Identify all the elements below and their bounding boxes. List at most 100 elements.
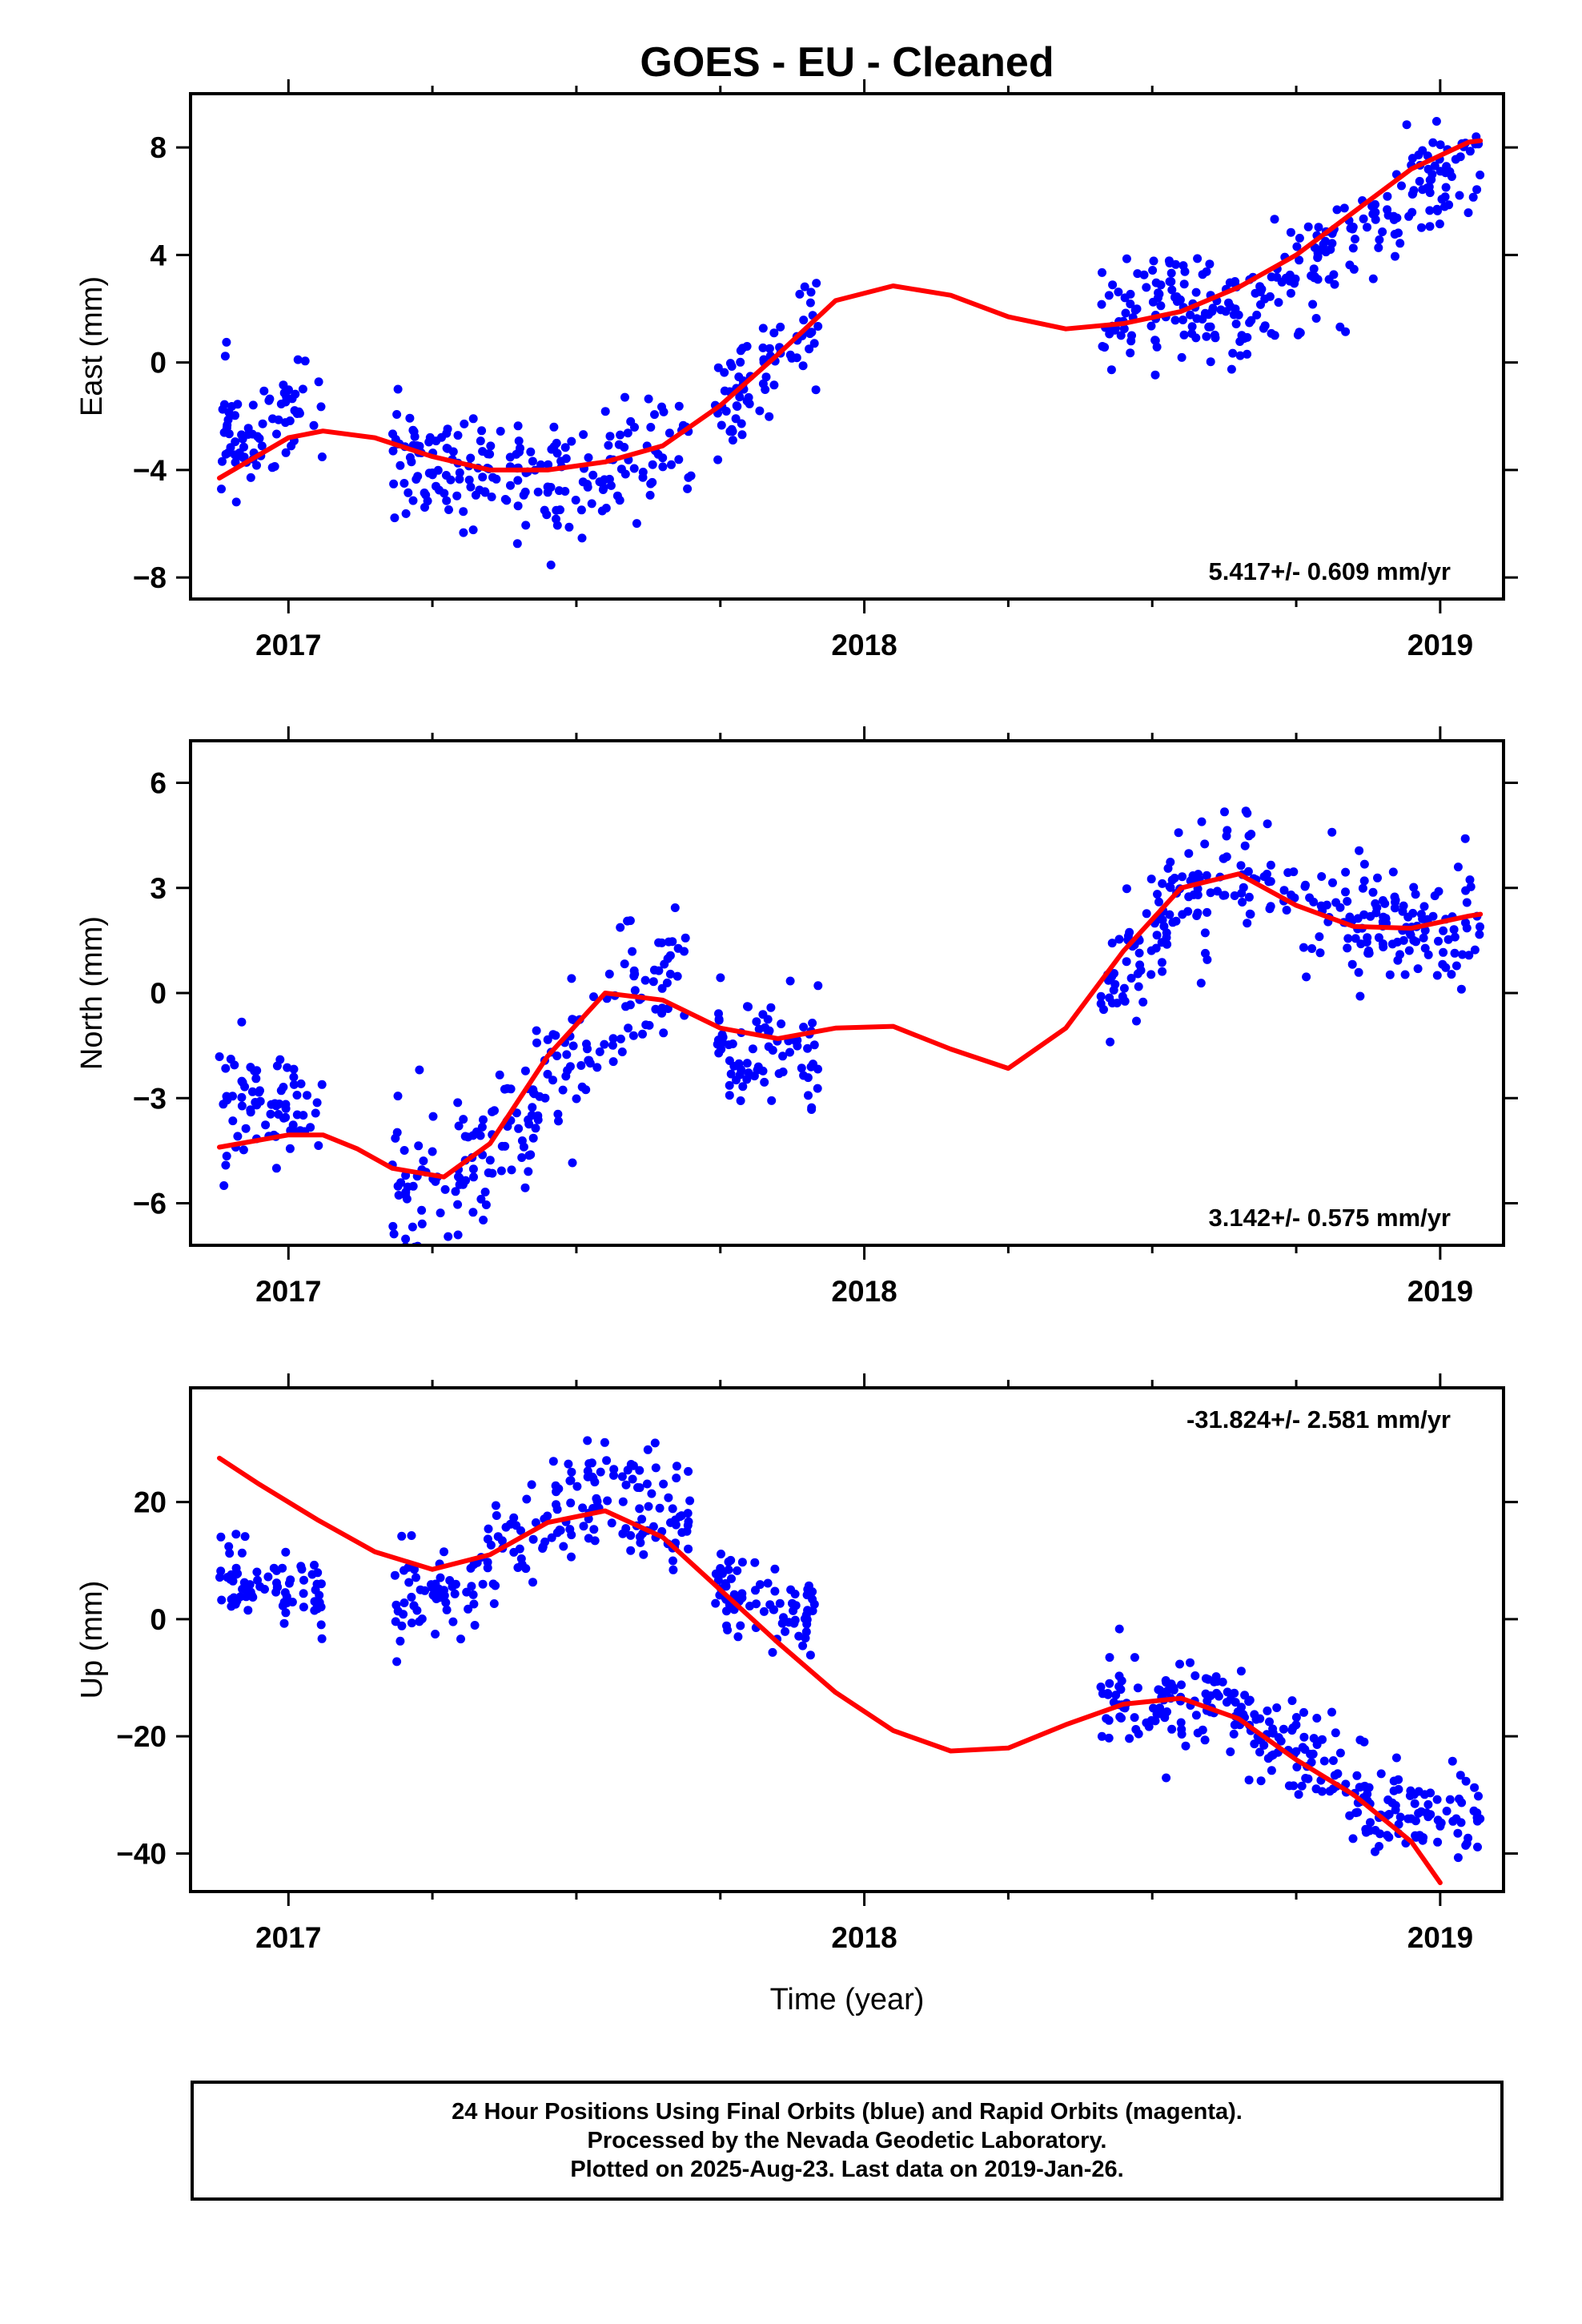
- east-data-point: [1205, 259, 1214, 268]
- east-data-point: [1098, 300, 1106, 309]
- panel-up: −40−200202017 2018 2019Up (mm)-31.824+/- 2…: [75, 1373, 1518, 1954]
- north-data-point: [488, 1108, 496, 1116]
- up-data-point: [1192, 1711, 1201, 1719]
- up-data-point: [469, 1600, 478, 1609]
- east-data-point: [765, 344, 774, 353]
- up-data-point: [317, 1620, 326, 1629]
- north-data-point: [418, 1220, 427, 1228]
- up-data-point: [479, 1580, 488, 1589]
- east-data-point: [259, 420, 267, 428]
- east-data-point: [396, 461, 404, 470]
- up-data-point: [1371, 1848, 1379, 1856]
- north-data-point: [657, 1009, 666, 1018]
- north-y-tick-label: 0: [150, 977, 167, 1010]
- north-y-axis-label: North (mm): [75, 916, 109, 1070]
- north-data-point: [540, 1094, 549, 1103]
- up-data-point: [1423, 1800, 1432, 1809]
- north-data-point: [1373, 874, 1382, 883]
- north-data-point: [1359, 884, 1367, 893]
- up-data-point: [1103, 1689, 1112, 1698]
- east-data-point: [1203, 267, 1211, 276]
- up-data-point: [1295, 1790, 1303, 1799]
- north-data-point: [718, 1031, 727, 1039]
- north-data-point: [318, 1080, 327, 1089]
- up-data-point: [246, 1580, 255, 1589]
- north-data-point: [496, 1071, 504, 1080]
- north-data-point: [1219, 854, 1228, 863]
- east-data-point: [485, 450, 494, 459]
- east-data-point: [1428, 139, 1437, 147]
- east-data-point: [1126, 300, 1134, 308]
- north-data-point: [1388, 939, 1397, 948]
- east-data-point: [456, 468, 464, 477]
- up-data-point: [567, 1476, 576, 1485]
- up-data-point: [521, 1564, 530, 1573]
- up-data-point: [666, 1518, 675, 1527]
- up-data-point: [1299, 1733, 1308, 1742]
- north-data-point: [1184, 892, 1193, 901]
- north-data-point: [1120, 984, 1129, 993]
- north-data-point: [1245, 831, 1254, 840]
- north-data-point: [743, 1002, 752, 1011]
- east-data-point: [1287, 228, 1295, 237]
- east-data-point: [466, 454, 475, 463]
- north-data-point: [1174, 828, 1183, 837]
- east-data-point: [442, 471, 451, 480]
- east-data-point: [469, 414, 478, 423]
- up-data-point: [769, 1606, 778, 1614]
- up-data-point: [1162, 1676, 1170, 1685]
- north-data-point: [1237, 861, 1246, 870]
- east-data-point: [549, 423, 558, 432]
- north-data-point: [1220, 807, 1229, 816]
- north-data-point: [666, 970, 675, 979]
- north-data-point: [1476, 923, 1484, 931]
- up-data-point: [397, 1532, 406, 1541]
- east-data-point: [1167, 269, 1176, 278]
- east-data-point: [1456, 152, 1465, 161]
- east-data-point: [310, 421, 319, 430]
- up-data-point: [224, 1542, 233, 1551]
- north-data-point: [777, 1019, 785, 1028]
- east-data-point: [291, 406, 299, 415]
- up-data-point: [396, 1637, 404, 1646]
- north-data-point: [293, 1091, 302, 1100]
- east-data-point: [579, 430, 588, 439]
- north-data-point: [400, 1146, 409, 1155]
- up-data-point: [567, 1553, 576, 1562]
- north-data-point: [436, 1252, 445, 1261]
- east-data-point: [1256, 287, 1265, 296]
- east-data-point: [807, 328, 816, 336]
- east-data-point: [469, 525, 478, 534]
- east-data-point: [613, 492, 622, 501]
- north-data-point: [290, 1080, 299, 1089]
- up-data-point: [1202, 1675, 1211, 1683]
- east-data-point: [1312, 314, 1321, 323]
- up-data-point: [1134, 1730, 1143, 1739]
- up-data-point: [738, 1558, 747, 1566]
- up-data-point: [1199, 1726, 1207, 1735]
- north-data-point: [1360, 860, 1369, 869]
- north-data-point: [1382, 914, 1391, 923]
- east-data-point: [476, 436, 485, 445]
- up-data-point: [1329, 1756, 1338, 1765]
- east-data-point: [1408, 190, 1417, 199]
- north-data-point: [737, 1096, 745, 1105]
- up-data-point: [1470, 1807, 1479, 1815]
- north-data-point: [717, 1045, 725, 1054]
- north-data-point: [797, 1063, 806, 1072]
- north-data-point: [1267, 902, 1275, 911]
- up-data-point: [1310, 1734, 1319, 1743]
- north-data-point: [532, 1039, 541, 1047]
- up-data-point: [310, 1561, 319, 1570]
- north-data-point: [469, 1164, 478, 1173]
- east-data-point: [232, 497, 241, 506]
- east-data-point: [1098, 268, 1106, 277]
- east-data-point: [578, 533, 587, 542]
- north-data-point: [1375, 933, 1383, 942]
- up-data-point: [252, 1568, 261, 1577]
- north-data-point: [663, 979, 672, 987]
- up-data-point: [1403, 1815, 1412, 1823]
- east-data-point: [221, 352, 230, 360]
- up-data-point: [552, 1487, 560, 1496]
- up-data-point: [1177, 1719, 1186, 1727]
